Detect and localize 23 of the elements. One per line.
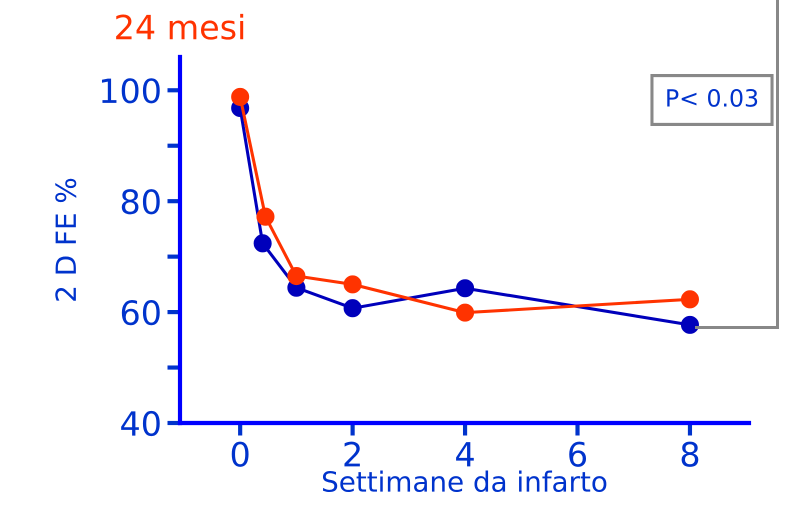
point	[456, 279, 474, 298]
y-tick-label: 100	[102, 78, 160, 104]
y-axis-title: 2 D FE %	[55, 178, 76, 301]
point	[344, 299, 362, 318]
x-tick-label: 2	[344, 442, 360, 466]
x-tick-label: 4	[456, 442, 474, 466]
point	[287, 267, 306, 286]
point	[256, 208, 274, 226]
x-tick-label: 8	[682, 442, 698, 467]
x-tick-label: 6	[569, 442, 586, 467]
chart-title: 24 mesi	[116, 14, 244, 40]
y-tick-label: 80	[122, 189, 160, 214]
annotation: P< 0.03	[667, 88, 758, 107]
point	[680, 316, 699, 334]
point	[456, 304, 474, 322]
y-tick-label: 40	[121, 410, 160, 436]
point	[231, 88, 250, 106]
point	[254, 234, 272, 252]
x-tick-label: 0	[232, 442, 249, 467]
y-tick-label: 60	[122, 300, 160, 326]
point	[344, 275, 362, 294]
point	[680, 290, 699, 308]
x-axis-title: Settimane da infarto	[322, 470, 606, 492]
